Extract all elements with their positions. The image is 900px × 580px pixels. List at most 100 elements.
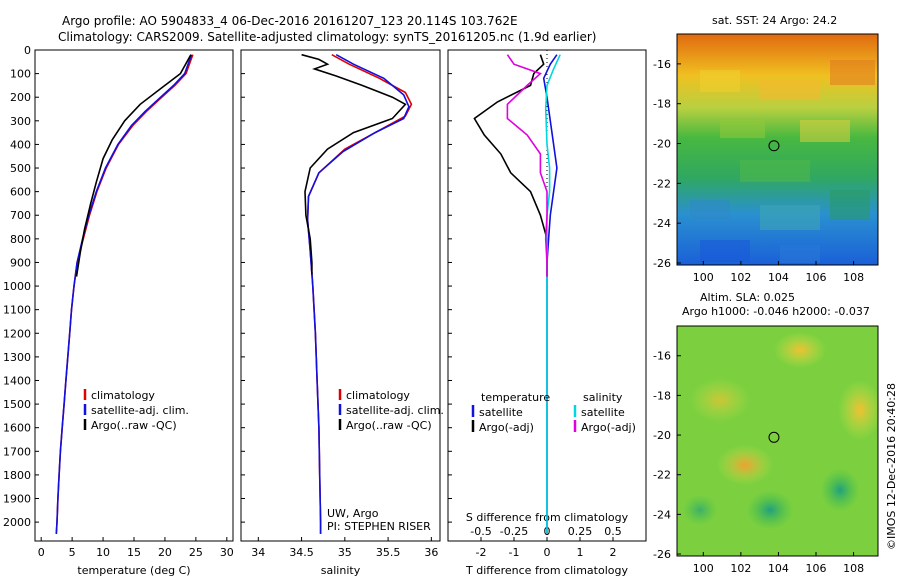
legend-label: Argo(-adj) — [479, 421, 534, 434]
lon-tick-label: 104 — [768, 562, 789, 575]
argo-position-marker — [768, 140, 780, 152]
legend-label: satellite — [581, 406, 625, 419]
series-line — [506, 54, 548, 277]
lat-tick-label: -18 — [653, 389, 671, 402]
legend-label: satellite-adj. clim. — [346, 404, 444, 417]
x-tick-label: -2 — [476, 546, 487, 559]
lat-tick-label: -22 — [653, 177, 671, 190]
x-axis-label: T difference from climatology — [465, 564, 628, 577]
lat-tick-label: -16 — [653, 58, 671, 71]
x-tick-label: 20 — [158, 546, 172, 559]
legend-label: climatology — [91, 389, 155, 402]
sst-map: -16 -18 -20 -22 -24 -26 100 102 104 106 108 — [653, 33, 879, 284]
x-tick-label: 15 — [127, 546, 141, 559]
x-tick-label: 34 — [251, 546, 265, 559]
series-line — [75, 54, 192, 277]
sla-warm-blob — [774, 332, 826, 368]
x-tick-label: 2 — [610, 546, 617, 559]
depth-tick-label: 2000 — [3, 516, 31, 529]
depth-tick-label: 100 — [10, 68, 31, 81]
depth-tick-label: 900 — [10, 256, 31, 269]
x-tick-label: 34.5 — [289, 546, 314, 559]
lat-tick-label: -26 — [653, 548, 671, 561]
sla-map-title-1: Altim. SLA: 0.025 — [700, 291, 796, 304]
panel-diff: -2 -1 0 1 2-0.5 -0.25 0 0.25 0.5S difference fro… — [447, 49, 647, 577]
panel-frame-temp — [34, 49, 234, 542]
series-line — [55, 54, 193, 534]
depth-tick-label: 600 — [10, 186, 31, 199]
x-tick-label: 1 — [577, 546, 584, 559]
s-tick-label: -0.5 — [470, 525, 491, 538]
sst-patch — [800, 120, 850, 142]
depth-tick-label: 500 — [10, 162, 31, 175]
argo-position-marker — [768, 431, 780, 443]
sst-patch — [780, 245, 820, 263]
depth-tick-label: 0 — [24, 44, 31, 57]
lat-tick-label: -18 — [653, 98, 671, 111]
panel-frame-sal — [240, 49, 441, 542]
x-tick-label: 0 — [544, 546, 551, 559]
legend-label: satellite — [479, 406, 523, 419]
lon-tick-label: 106 — [806, 562, 827, 575]
lat-tick-label: -16 — [653, 350, 671, 363]
sla-map-frame — [676, 325, 879, 557]
x-tick-label: 30 — [220, 546, 234, 559]
sst-patch — [740, 160, 810, 182]
lat-tick-label: -20 — [653, 429, 671, 442]
depth-tick-label: 200 — [10, 91, 31, 104]
series-line — [306, 53, 410, 534]
sst-patch — [690, 200, 730, 220]
lon-tick-label: 108 — [843, 562, 864, 575]
sst-patch — [760, 205, 820, 230]
x-tick-label: 36 — [424, 546, 438, 559]
credit-line: UW, Argo — [327, 507, 379, 520]
sla-cool-blob — [682, 494, 718, 526]
depth-tick-label: 700 — [10, 209, 31, 222]
s-tick-label: 0.5 — [604, 525, 622, 538]
sla-warm-blob — [717, 445, 773, 485]
sst-patch — [720, 120, 765, 138]
depth-tick-label: 1900 — [3, 493, 31, 506]
sla-map: -16 -18 -20 -22 -24 -26 100 102 104 106 108 — [653, 325, 882, 575]
depth-tick-label: 1200 — [3, 327, 31, 340]
sst-patch — [700, 70, 740, 92]
sla-map-title-2: Argo h1000: -0.046 h2000: -0.037 — [682, 305, 870, 318]
x-tick-label: -1 — [509, 546, 520, 559]
x-tick-label: 0 — [38, 546, 45, 559]
lat-tick-label: -20 — [653, 138, 671, 151]
lon-tick-label: 102 — [730, 562, 751, 575]
sst-patch — [830, 60, 875, 85]
lon-tick-label: 102 — [730, 271, 751, 284]
sla-cool-blob — [746, 490, 794, 530]
legend-label: Argo(..raw -QC) — [91, 419, 177, 432]
legend-title: salinity — [583, 391, 623, 404]
depth-tick-label: 800 — [10, 233, 31, 246]
legend-label: climatology — [346, 389, 410, 402]
series-line — [544, 54, 561, 534]
depth-tick-label: 1600 — [3, 422, 31, 435]
sst-patch — [830, 190, 870, 220]
x-tick-label: 25 — [189, 546, 203, 559]
lat-tick-label: -24 — [653, 508, 671, 521]
depth-tick-label: 1100 — [3, 304, 31, 317]
legend-label: Argo(..raw -QC) — [346, 419, 432, 432]
lat-tick-label: -26 — [653, 257, 671, 270]
s-tick-label: 0.25 — [568, 525, 593, 538]
depth-tick-label: 1000 — [3, 280, 31, 293]
sst-patch — [700, 240, 750, 262]
x-tick-label: 35.5 — [376, 546, 401, 559]
legend-label: Argo(-adj) — [581, 421, 636, 434]
panel-sal: 34 34.5 35 35.5 36 salinity climatology satelli… — [240, 49, 444, 577]
sla-cool-blob — [820, 468, 860, 512]
sla-warm-blob — [838, 380, 882, 440]
lat-tick-label: -24 — [653, 217, 671, 230]
lon-tick-label: 100 — [693, 271, 714, 284]
sla-warm-blob — [690, 378, 750, 422]
s-tick-label: -0.25 — [500, 525, 528, 538]
legend-title: temperature — [481, 391, 550, 404]
lon-tick-label: 104 — [768, 271, 789, 284]
panel-temp: 0100200300400500600700800900100011001200… — [3, 44, 234, 577]
header-title-line2: Climatology: CARS2009. Satellite-adjuste… — [58, 30, 597, 44]
sst-map-frame — [676, 33, 879, 266]
